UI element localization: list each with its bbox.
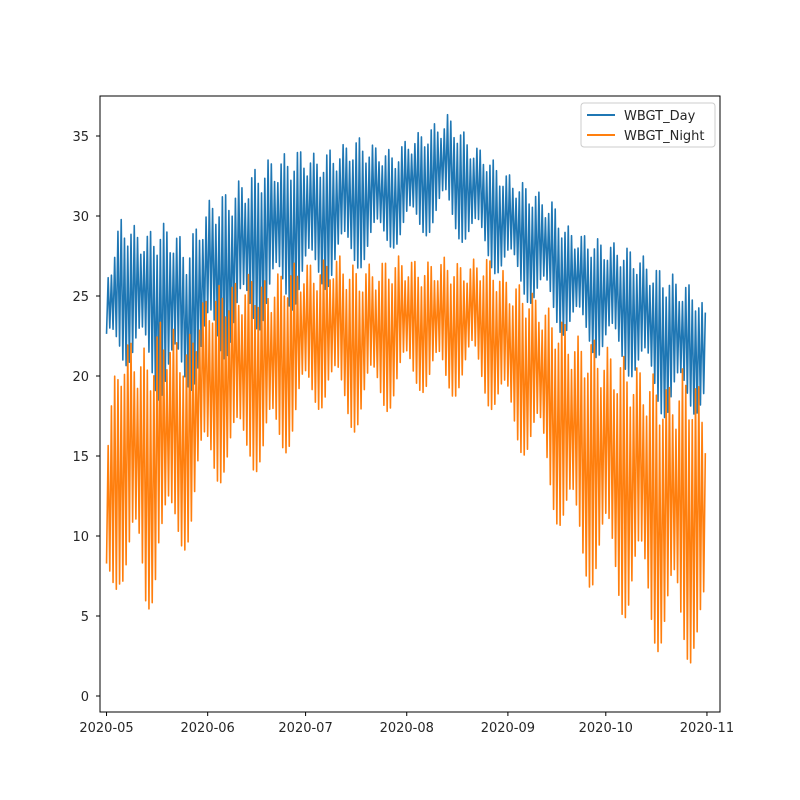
x-tick-label: 2020-10 (579, 721, 633, 736)
legend-label: WBGT_Night (624, 129, 705, 144)
x-tick-label: 2020-07 (278, 721, 332, 736)
x-tick-label: 2020-11 (680, 721, 734, 736)
legend-label: WBGT_Day (624, 109, 696, 124)
series-line-wbgt-day (105, 113, 707, 419)
y-tick-label: 5 (81, 610, 89, 625)
y-tick-label: 25 (72, 290, 89, 305)
legend: WBGT_Day WBGT_Night (580, 102, 716, 148)
x-tick-label: 2020-08 (380, 721, 434, 736)
y-tick-label: 35 (72, 130, 89, 145)
y-tick-label: 10 (72, 530, 89, 545)
series-line-wbgt-night (105, 255, 707, 664)
y-tick-label: 0 (81, 690, 89, 705)
y-tick-label: 30 (72, 210, 89, 225)
y-tick-label: 15 (72, 450, 89, 465)
x-axis: 2020-05 2020-06 2020-07 2020-08 2020-09 2020-… (79, 712, 734, 736)
y-axis: 0 5 10 15 20 25 30 35 (72, 130, 100, 705)
x-tick-label: 2020-09 (481, 721, 535, 736)
y-tick-label: 20 (72, 370, 89, 385)
plot-frame (99, 95, 721, 713)
x-tick-label: 2020-05 (79, 721, 133, 736)
series-layer (105, 113, 707, 664)
x-tick-label: 2020-06 (181, 721, 235, 736)
